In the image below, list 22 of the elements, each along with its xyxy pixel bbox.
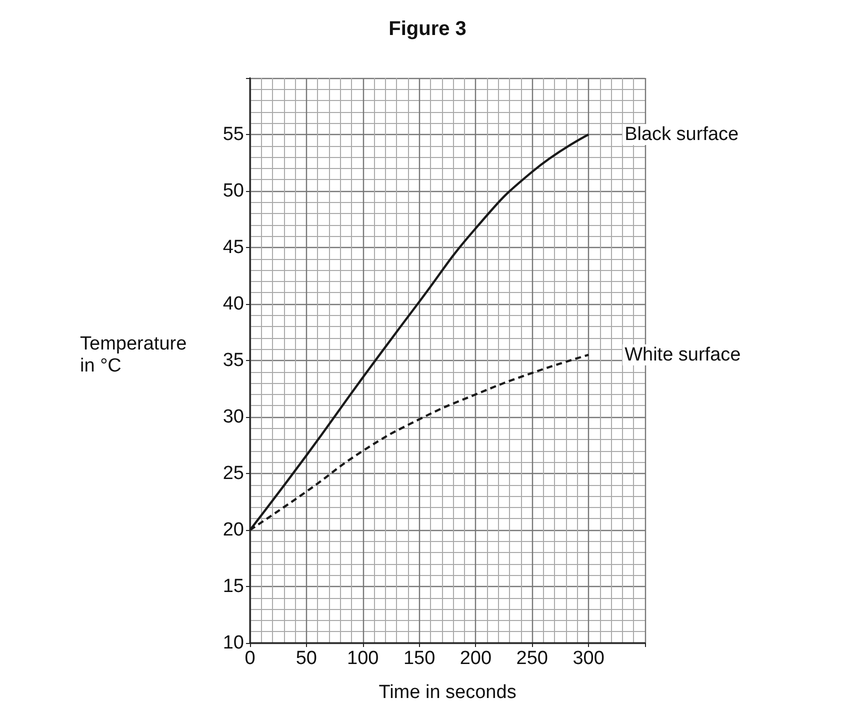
x-tick-label: 150 <box>403 648 436 669</box>
y-tick-label: 50 <box>222 180 244 202</box>
y-tick-label: 30 <box>222 406 244 428</box>
y-tick-label: 45 <box>222 237 244 258</box>
x-axis-title: Time in seconds <box>378 682 516 703</box>
y-tick-label: 40 <box>222 294 244 314</box>
chart-title: Figure 3 <box>388 18 466 40</box>
y-tick-label: 15 <box>222 576 244 597</box>
x-tick-label: 100 <box>347 648 379 669</box>
y-tick-label: 25 <box>222 463 244 484</box>
x-tick-label: 0 <box>244 648 256 669</box>
y-tick-label: 35 <box>222 350 244 371</box>
series-label: Black surface <box>624 124 739 145</box>
y-tick-label: 20 <box>222 520 244 540</box>
x-tick-label: 50 <box>296 648 317 669</box>
y-tick-label: 10 <box>222 632 244 654</box>
series-label: White surface <box>624 344 741 366</box>
y-tick-label: 55 <box>222 124 244 145</box>
x-tick-label: 200 <box>460 648 492 669</box>
x-tick-label: 300 <box>572 648 604 669</box>
x-tick-label: 250 <box>516 648 548 669</box>
y-axis-title: Temperature in °C <box>80 334 187 376</box>
